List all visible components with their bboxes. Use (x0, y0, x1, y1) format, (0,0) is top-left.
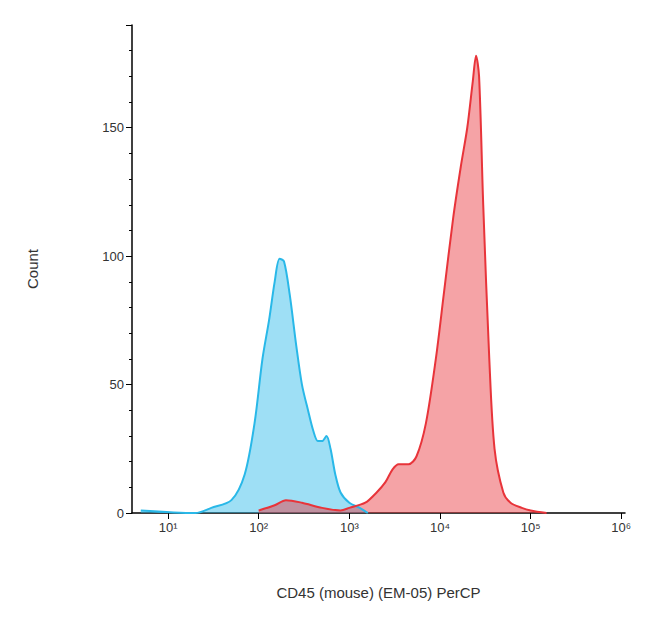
svg-text:10⁶: 10⁶ (611, 520, 631, 535)
svg-text:50: 50 (110, 377, 124, 392)
svg-text:10²: 10² (249, 520, 268, 535)
svg-text:10⁴: 10⁴ (430, 520, 450, 535)
svg-text:0: 0 (117, 506, 124, 521)
svg-text:Count: Count (24, 248, 41, 289)
svg-text:CD45 (mouse) (EM-05) PerCP: CD45 (mouse) (EM-05) PerCP (276, 584, 480, 601)
svg-text:10¹: 10¹ (159, 520, 178, 535)
svg-text:150: 150 (102, 120, 124, 135)
svg-text:10⁵: 10⁵ (521, 520, 541, 535)
svg-text:100: 100 (102, 249, 124, 264)
svg-text:10³: 10³ (340, 520, 359, 535)
